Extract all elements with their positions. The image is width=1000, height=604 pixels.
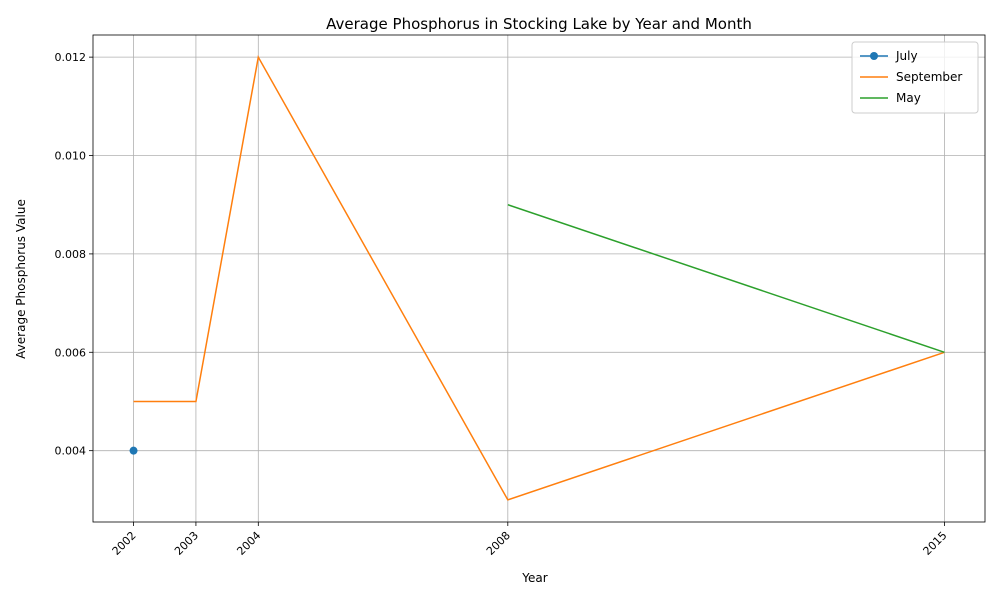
legend-marker — [870, 52, 878, 60]
x-tick-label: 2002 — [110, 529, 139, 558]
grid — [93, 35, 985, 522]
legend-frame — [851, 41, 979, 114]
legend-label: September — [896, 70, 962, 84]
x-tick-label: 2015 — [921, 529, 950, 558]
x-tick-label: 2003 — [172, 529, 201, 558]
series-lines — [129, 54, 945, 501]
chart-title: Average Phosphorus in Stocking Lake by Y… — [326, 15, 752, 33]
x-tick-label: 2004 — [234, 529, 263, 558]
plot-area-frame — [92, 34, 986, 523]
series-line-may — [507, 204, 945, 353]
x-axis-label: Year — [521, 571, 547, 585]
y-tick-label: 0.010 — [55, 150, 87, 163]
y-axis-label: Average Phosphorus Value — [14, 199, 28, 359]
legend-label: May — [896, 91, 921, 105]
axis-ticks: 2002 2003 2004 2008 2015 0.004 0.006 0.008 0.010… — [55, 51, 950, 558]
y-tick-label: 0.004 — [55, 445, 87, 458]
y-tick-label: 0.006 — [55, 346, 87, 359]
y-tick-label: 0.012 — [55, 51, 87, 64]
legend-label: July — [895, 49, 918, 63]
data-point-july — [129, 446, 138, 455]
legend: July September May — [851, 41, 979, 114]
series-line-september — [133, 54, 945, 501]
y-tick-label: 0.008 — [55, 248, 87, 261]
x-tick-label: 2008 — [484, 529, 513, 558]
